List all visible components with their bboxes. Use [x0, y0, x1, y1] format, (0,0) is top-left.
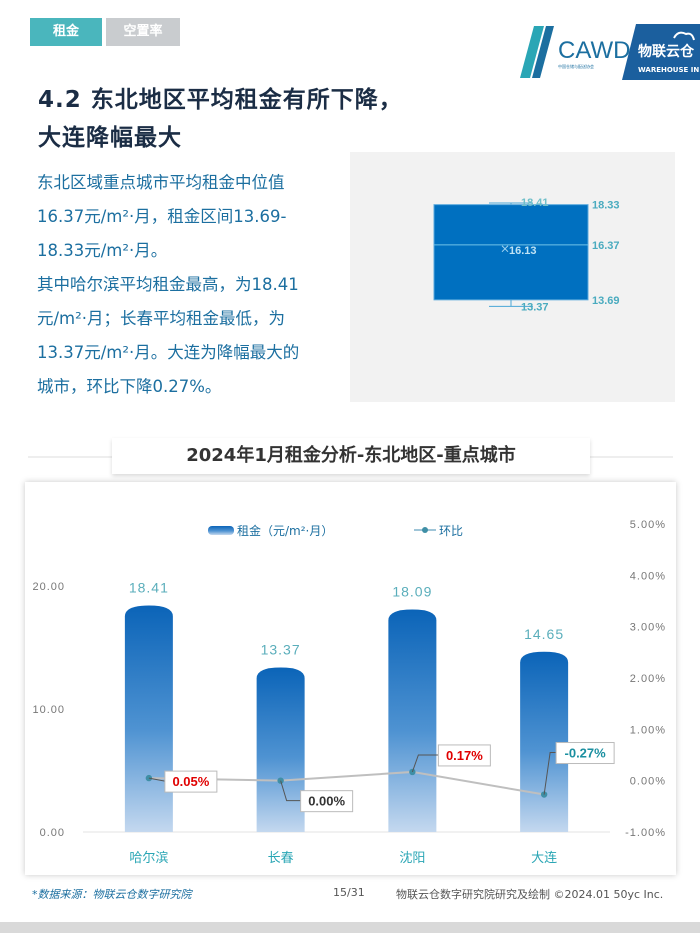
summary-paragraph: 东北区域重点城市平均租金中位值 16.37元/m²·月，租金区间13.69- 1… — [37, 166, 337, 404]
legend-bar-swatch — [208, 526, 234, 535]
x-tick-label: 哈尔滨 — [129, 850, 168, 866]
logo-cawd-text: CAWD — [558, 37, 630, 64]
boxplot-max-label: 18.41 — [521, 197, 549, 209]
mom-callout-line — [411, 754, 439, 773]
mom-label-box — [437, 744, 491, 767]
boxplot-panel: 18.41 18.33 16.13 16.37 13.69 13.37 — [350, 152, 675, 402]
tab-rent[interactable]: 租金 — [30, 18, 102, 46]
x-tick-label: 长春 — [268, 851, 294, 866]
bar-value-label: 18.09 — [392, 583, 432, 599]
chart-title: 2024年1月租金分析-东北地区-重点城市 — [112, 438, 590, 474]
mean-marker — [501, 245, 509, 253]
summary-line: 东北区域重点城市平均租金中位值 — [37, 173, 285, 192]
mom-callout-line — [148, 777, 165, 782]
mom-label-box — [164, 770, 218, 793]
legend-line-label: 环比 — [439, 524, 463, 538]
legend-line-marker — [422, 527, 428, 533]
x-tick-label: 沈阳 — [399, 851, 425, 866]
bar-value-label: 18.41 — [129, 580, 169, 596]
rent-bar-chart: 租金（元/m²·月） 环比 0.00 10.00 20.00 -1.00% 0.00% 1.0… — [32, 519, 666, 866]
bar-哈尔滨 — [124, 605, 173, 832]
y-right-tick-label: 1.00% — [630, 724, 666, 736]
y-right-tick-label: 4.00% — [630, 570, 666, 582]
copyright: 物联云仓数字研究院研究及绘制 ©2024.01 50yc Inc. — [396, 888, 664, 901]
mom-value-label: 0.17% — [446, 748, 483, 763]
rent-chart-panel: 租金（元/m²·月） 环比 0.00 10.00 20.00 -1.00% 0.00% 1.0… — [25, 482, 676, 875]
y-right-tick-label: 5.00% — [630, 519, 666, 531]
svg-text:中国仓储与配送协会: 中国仓储与配送协会 — [558, 63, 594, 69]
y-right-tick-label: 0.00% — [630, 776, 666, 788]
data-source: *数据来源：物联云仓数字研究院 — [32, 888, 192, 901]
summary-line: 13.37元/m²·月。大连为降幅最大的 — [37, 343, 300, 362]
bar-长春 — [256, 667, 305, 832]
summary-line: 城市，环比下降0.27%。 — [37, 377, 222, 396]
mom-callout-line — [543, 752, 557, 795]
bottom-bar — [0, 922, 700, 933]
logo-brand-text: 物联云仓 — [638, 43, 695, 60]
bar-大连 — [520, 651, 569, 832]
summary-line: 16.37元/m²·月，租金区间13.69- — [37, 207, 287, 226]
boxplot-q3-label: 18.33 — [592, 200, 620, 212]
boxplot-median-label: 16.37 — [592, 240, 620, 252]
page-title-line1: 4.2 东北地区平均租金有所下降， — [38, 87, 403, 113]
bar-沈阳 — [388, 609, 437, 832]
y-right-tick-label: 3.00% — [630, 622, 666, 634]
mom-callout-line — [280, 780, 301, 802]
box-iqr — [433, 204, 589, 301]
mom-value-label: 0.00% — [308, 794, 345, 809]
bar-value-label: 14.65 — [524, 626, 564, 642]
mom-label-box — [300, 790, 354, 813]
legend-bar-label: 租金（元/m²·月） — [237, 523, 333, 538]
svg-text:WAREHOUSE IN CLOUD: WAREHOUSE IN CLOUD — [638, 66, 700, 74]
boxplot-min-label: 13.37 — [521, 301, 549, 313]
mom-point — [277, 777, 284, 784]
company-logo: CAWD 中国仓储与配送协会 物联云仓 WAREHOUSE IN CLOUD — [514, 24, 700, 80]
boxplot-chart: 18.41 18.33 16.13 16.37 13.69 13.37 — [433, 197, 620, 313]
y-right-tick-label: -1.00% — [625, 827, 666, 839]
y-right-tick-label: 2.00% — [630, 673, 666, 685]
mom-label-box — [555, 742, 615, 765]
boxplot-q1-label: 13.69 — [592, 295, 620, 307]
boxplot-mean-label: 16.13 — [509, 245, 537, 257]
y-left-tick-label: 0.00 — [40, 827, 65, 839]
mom-value-label: -0.27% — [565, 746, 607, 761]
bar-value-label: 13.37 — [261, 642, 301, 658]
x-tick-label: 大连 — [531, 850, 557, 866]
page-number: 15/31 — [333, 886, 365, 899]
summary-line: 其中哈尔滨平均租金最高，为18.41 — [37, 275, 299, 294]
mom-point — [145, 774, 153, 782]
mom-value-label: 0.05% — [172, 774, 209, 789]
y-left-tick-label: 20.00 — [32, 581, 65, 593]
page-title-line2: 大连降幅最大 — [38, 125, 182, 151]
y-left-tick-label: 10.00 — [32, 704, 65, 716]
summary-line: 元/m²·月；长春平均租金最低，为 — [37, 309, 285, 328]
summary-line: 18.33元/m²·月。 — [37, 241, 168, 260]
tab-vacancy[interactable]: 空置率 — [106, 18, 180, 46]
